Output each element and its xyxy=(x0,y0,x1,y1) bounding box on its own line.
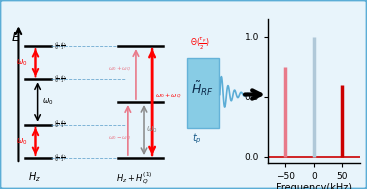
Text: $|\frac{1}{2},\frac{d}{1}\rangle$: $|\frac{1}{2},\frac{d}{1}\rangle$ xyxy=(54,119,67,130)
Text: $H_z+H_Q^{(1)}$: $H_z+H_Q^{(1)}$ xyxy=(116,170,153,186)
Text: $\omega_0$: $\omega_0$ xyxy=(42,97,53,107)
Text: $\omega_0$: $\omega_0$ xyxy=(16,57,28,68)
Text: $\omega_0$: $\omega_0$ xyxy=(16,136,28,147)
Text: $|\frac{1}{2},\frac{d}{1}\rangle$: $|\frac{1}{2},\frac{d}{1}\rangle$ xyxy=(54,152,67,164)
X-axis label: Frequency(kHz): Frequency(kHz) xyxy=(276,183,352,189)
Text: $H_z$: $H_z$ xyxy=(28,171,41,184)
Text: $t_p$: $t_p$ xyxy=(192,132,201,146)
Text: $\omega_0+\omega_Q$: $\omega_0+\omega_Q$ xyxy=(155,91,182,101)
Text: $\omega_0-\omega_Q$: $\omega_0-\omega_Q$ xyxy=(109,135,132,143)
Text: $|\frac{1}{2},\frac{d}{1}\rangle$: $|\frac{1}{2},\frac{d}{1}\rangle$ xyxy=(54,40,67,52)
Text: $|\frac{1}{2},\frac{d}{1}\rangle$: $|\frac{1}{2},\frac{d}{1}\rangle$ xyxy=(54,74,67,85)
Text: $\tilde{H}_{RF}$: $\tilde{H}_{RF}$ xyxy=(191,79,214,98)
Text: $\omega_0$: $\omega_0$ xyxy=(146,125,158,135)
Text: $\Theta(\frac{\tau_p}{2})$: $\Theta(\frac{\tau_p}{2})$ xyxy=(190,35,210,52)
Text: $E$: $E$ xyxy=(11,31,21,43)
FancyBboxPatch shape xyxy=(187,58,218,128)
Text: $\omega_0+\omega_Q$: $\omega_0+\omega_Q$ xyxy=(109,65,132,74)
